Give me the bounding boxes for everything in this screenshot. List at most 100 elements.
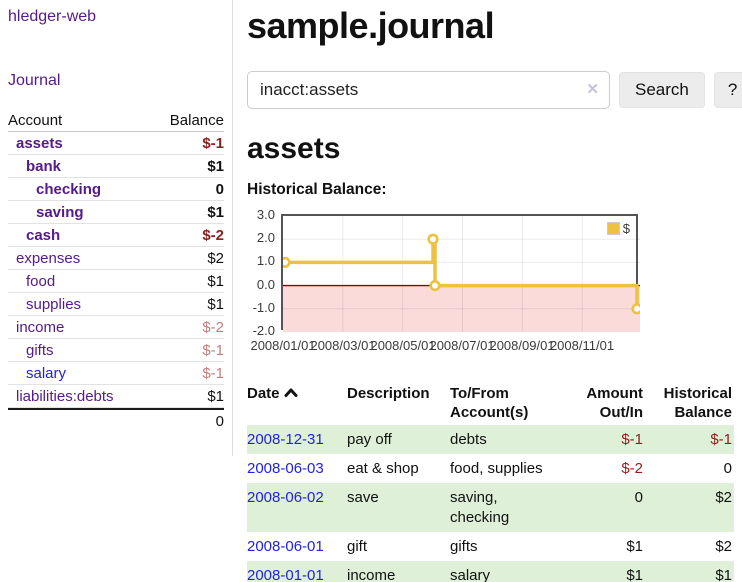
chart-legend: $ bbox=[604, 220, 632, 237]
nav-journal-link[interactable]: Journal bbox=[8, 72, 61, 89]
account-row: income $-2 bbox=[8, 316, 224, 339]
transaction-amount: $-1 bbox=[621, 431, 643, 448]
account-balance: $-1 bbox=[202, 365, 224, 382]
x-tick: 2008/01/01 bbox=[250, 338, 316, 353]
account-row: gifts $-1 bbox=[8, 339, 224, 362]
transaction-date-link[interactable]: 2008-06-03 bbox=[247, 460, 324, 477]
transactions-table: Date Description To/From Account(s) Amou… bbox=[247, 382, 734, 582]
chart-label: Historical Balance: bbox=[247, 181, 387, 198]
account-balance: $1 bbox=[207, 388, 224, 405]
historical-balance-chart: 3.0 2.0 1.0 0.0 -1.0 -2.0 bbox=[247, 207, 734, 358]
account-row: saving $1 bbox=[8, 201, 224, 224]
help-button[interactable]: ? bbox=[713, 72, 742, 108]
legend-label: $ bbox=[622, 221, 630, 236]
balance-step-line-svg bbox=[283, 216, 640, 332]
transaction-accounts: debts bbox=[450, 431, 487, 448]
transaction-balance: 0 bbox=[723, 460, 732, 477]
transaction-description: gift bbox=[347, 538, 368, 555]
transaction-date-link[interactable]: 2008-12-31 bbox=[247, 431, 324, 448]
y-tick: 2.0 bbox=[256, 230, 275, 245]
transactions-header-row: Date Description To/From Account(s) Amou… bbox=[247, 382, 734, 425]
legend-swatch-icon bbox=[606, 222, 620, 235]
account-balance: 0 bbox=[215, 181, 224, 198]
search-bar: ✕ Search ? bbox=[247, 71, 742, 109]
account-link-cash[interactable]: cash bbox=[26, 227, 61, 244]
account-row: bank $1 bbox=[8, 155, 224, 178]
account-balance: $-2 bbox=[202, 227, 224, 244]
account-link-salary[interactable]: salary bbox=[26, 365, 67, 382]
transaction-amount: 0 bbox=[634, 489, 643, 506]
search-button[interactable]: Search bbox=[619, 72, 705, 108]
transaction-description: pay off bbox=[347, 431, 392, 448]
x-tick: 2008/07/01 bbox=[429, 338, 495, 353]
y-tick: 3.0 bbox=[256, 207, 275, 222]
account-link-supplies[interactable]: supplies bbox=[26, 296, 82, 313]
x-tick: 2008/11/01 bbox=[549, 338, 615, 353]
transaction-amount: $-2 bbox=[621, 460, 643, 477]
transaction-amount: $1 bbox=[626, 567, 643, 582]
clear-search-icon[interactable]: ✕ bbox=[586, 81, 599, 98]
transaction-accounts: salary bbox=[450, 567, 491, 582]
account-link-assets[interactable]: assets bbox=[16, 135, 63, 152]
account-link-gifts[interactable]: gifts bbox=[26, 342, 54, 359]
transaction-accounts: saving, checking bbox=[450, 489, 510, 526]
col-header-balance: Historical Balance bbox=[663, 385, 732, 421]
accounts-header-account: Account bbox=[8, 112, 63, 129]
account-link-checking[interactable]: checking bbox=[36, 181, 102, 198]
transaction-description: save bbox=[347, 489, 379, 506]
account-link-liabilities-debts[interactable]: liabilities:debts bbox=[16, 388, 114, 405]
account-link-bank[interactable]: bank bbox=[26, 158, 62, 175]
transaction-row: 2008-12-31 pay off debts $-1 $-1 bbox=[247, 425, 734, 454]
transaction-date-link[interactable]: 2008-06-02 bbox=[247, 489, 324, 506]
account-link-saving[interactable]: saving bbox=[36, 204, 84, 221]
transaction-balance: $2 bbox=[715, 538, 732, 555]
account-row: supplies $1 bbox=[8, 293, 224, 316]
transaction-row: 2008-06-03 eat & shop food, supplies $-2… bbox=[247, 454, 734, 483]
journal-title: sample.journal bbox=[247, 5, 495, 46]
account-balance: $1 bbox=[207, 296, 224, 313]
transaction-description: eat & shop bbox=[347, 460, 419, 477]
accounts-tree: Account Balance assets $-1 bank $1 check… bbox=[8, 109, 224, 432]
account-balance: $-2 bbox=[202, 319, 224, 336]
account-link-expenses[interactable]: expenses bbox=[16, 250, 81, 267]
accounts-header: Account Balance bbox=[8, 109, 224, 132]
transaction-row: 2008-06-02 save saving, checking 0 $2 bbox=[247, 483, 734, 532]
account-balance: $1 bbox=[207, 158, 224, 175]
accounts-total-value: 0 bbox=[215, 413, 224, 430]
y-tick: -2.0 bbox=[252, 323, 275, 338]
account-row: salary $-1 bbox=[8, 362, 224, 385]
search-input[interactable] bbox=[247, 71, 610, 109]
app-title[interactable]: hledger-web bbox=[8, 8, 97, 25]
col-header-date[interactable]: Date bbox=[247, 382, 347, 425]
transaction-amount: $1 bbox=[626, 538, 643, 555]
sort-ascending-icon bbox=[284, 388, 298, 397]
account-row: liabilities:debts $1 bbox=[8, 385, 224, 408]
plot-area[interactable]: $ bbox=[281, 214, 640, 332]
col-header-amount: Amount Out/In bbox=[586, 385, 643, 421]
accounts-header-balance: Balance bbox=[169, 112, 224, 129]
transaction-date-link[interactable]: 2008-01-01 bbox=[247, 567, 324, 582]
main-content: sample.journal ✕ Search ? assets Histori… bbox=[233, 0, 742, 582]
col-header-accounts: To/From Account(s) bbox=[450, 385, 529, 421]
col-header-date-label: Date bbox=[247, 385, 280, 402]
x-tick: 2008/05/01 bbox=[370, 338, 436, 353]
transaction-balance: $-1 bbox=[710, 431, 732, 448]
transaction-accounts: gifts bbox=[450, 538, 478, 555]
transaction-date-link[interactable]: 2008-06-01 bbox=[247, 538, 324, 555]
account-row: food $1 bbox=[8, 270, 224, 293]
y-tick: 0.0 bbox=[256, 277, 275, 292]
transaction-row: 2008-06-01 gift gifts $1 $2 bbox=[247, 532, 734, 561]
transaction-accounts: food, supplies bbox=[450, 460, 543, 477]
account-balance: $2 bbox=[207, 250, 224, 267]
x-tick: 2008/09/01 bbox=[489, 338, 555, 353]
account-link-food[interactable]: food bbox=[26, 273, 56, 290]
account-row: checking 0 bbox=[8, 178, 224, 201]
account-link-income[interactable]: income bbox=[16, 319, 65, 336]
account-row: expenses $2 bbox=[8, 247, 224, 270]
x-tick: 2008/03/01 bbox=[310, 338, 376, 353]
account-row: cash $-2 bbox=[8, 224, 224, 247]
sidebar: hledger-web Journal Account Balance asse… bbox=[0, 0, 233, 456]
transaction-row: 2008-01-01 income salary $1 $1 bbox=[247, 561, 734, 582]
transaction-balance: $2 bbox=[715, 489, 732, 506]
account-balance: $-1 bbox=[202, 342, 224, 359]
